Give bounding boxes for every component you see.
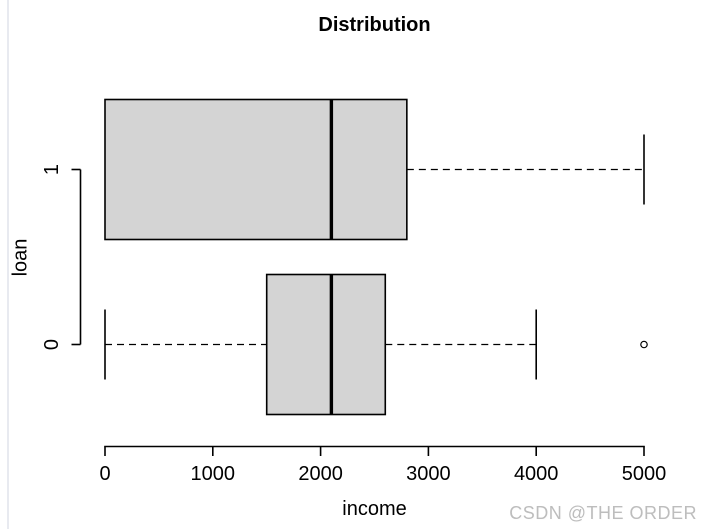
x-tick-label: 2000 [298, 463, 343, 485]
y-tick-label: 1 [41, 164, 63, 175]
outlier-point [640, 340, 648, 349]
y-tick-label: 0 [41, 339, 63, 350]
x-tick-label: 1000 [191, 463, 236, 485]
x-tick-label: 5000 [622, 463, 667, 485]
window-edge [7, 0, 9, 529]
y-axis-label: loan [9, 238, 32, 277]
x-axis-label: income [342, 498, 407, 520]
x-tick-label: 0 [99, 463, 110, 485]
watermark: CSDN @THE ORDER [509, 503, 697, 523]
x-tick-label: 4000 [514, 463, 559, 485]
box-rect [265, 273, 387, 416]
box-rect [104, 98, 408, 241]
chart-title: Distribution [318, 14, 431, 36]
x-tick-label: 3000 [406, 463, 451, 485]
